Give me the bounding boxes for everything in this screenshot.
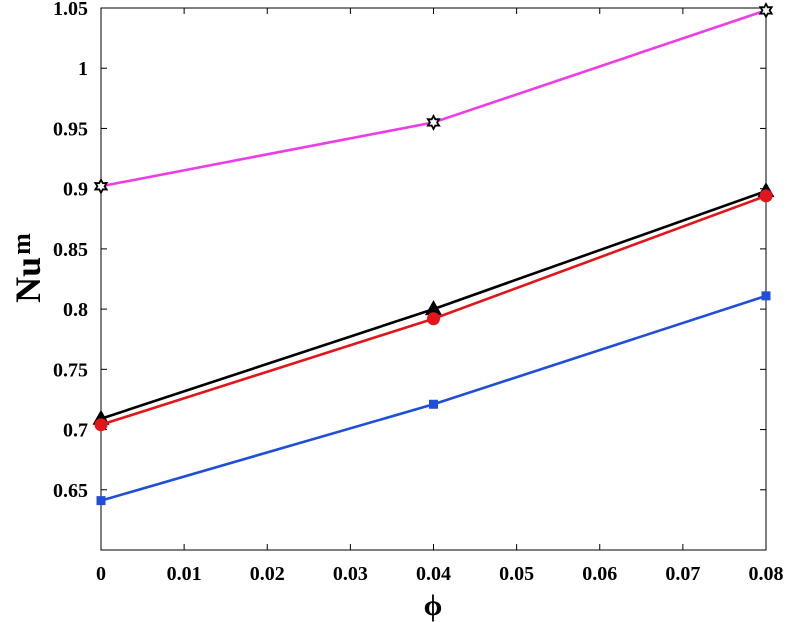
data-point — [426, 113, 441, 131]
series-layer — [92, 1, 775, 506]
plot-frame — [100, 7, 767, 551]
y-tick-label: 0.85 — [53, 239, 88, 261]
x-tick-label: 0.08 — [749, 563, 784, 585]
y-axis-label-subscript: m — [7, 233, 36, 255]
x-tick-label: 0.05 — [499, 563, 534, 585]
x-tick-label: 0.01 — [167, 563, 202, 585]
x-tick-label: 0.03 — [333, 563, 368, 585]
data-point — [96, 496, 106, 506]
y-tick-label: 0.7 — [63, 420, 88, 442]
y-tick-label: 0.9 — [63, 179, 88, 201]
data-point — [761, 291, 771, 301]
tick-labels: 0 0.01 0.02 0.03 0.04 0.05 0.06 0.07 0.08 0.65 0.7… — [53, 0, 784, 585]
data-point — [427, 312, 440, 326]
x-axis-label: ϕ — [424, 589, 443, 622]
data-point — [425, 300, 442, 316]
y-axis-label-main: Nu — [8, 257, 48, 303]
series-line — [100, 9, 767, 188]
x-tick-label: 0 — [96, 563, 106, 585]
x-tick-label: 0.06 — [582, 563, 617, 585]
y-tick-label: 0.65 — [53, 480, 88, 502]
data-point — [429, 399, 438, 409]
y-tick-label: 1.05 — [53, 0, 88, 20]
y-tick-label: 0.95 — [53, 118, 88, 140]
y-tick-label: 1 — [78, 58, 88, 80]
y-tick-label: 0.75 — [53, 359, 88, 381]
data-point — [93, 177, 109, 195]
series-line — [100, 294, 767, 502]
y-tick-label: 0.8 — [63, 299, 88, 321]
data-point — [94, 418, 108, 432]
x-tick-label: 0.07 — [665, 563, 700, 585]
x-tick-label: 0.02 — [250, 563, 285, 585]
data-point — [759, 189, 773, 203]
x-tick-label: 0.04 — [416, 563, 451, 585]
data-point — [758, 1, 774, 19]
y-axis-label: Num — [7, 233, 48, 303]
axis-ticks — [100, 7, 767, 550]
